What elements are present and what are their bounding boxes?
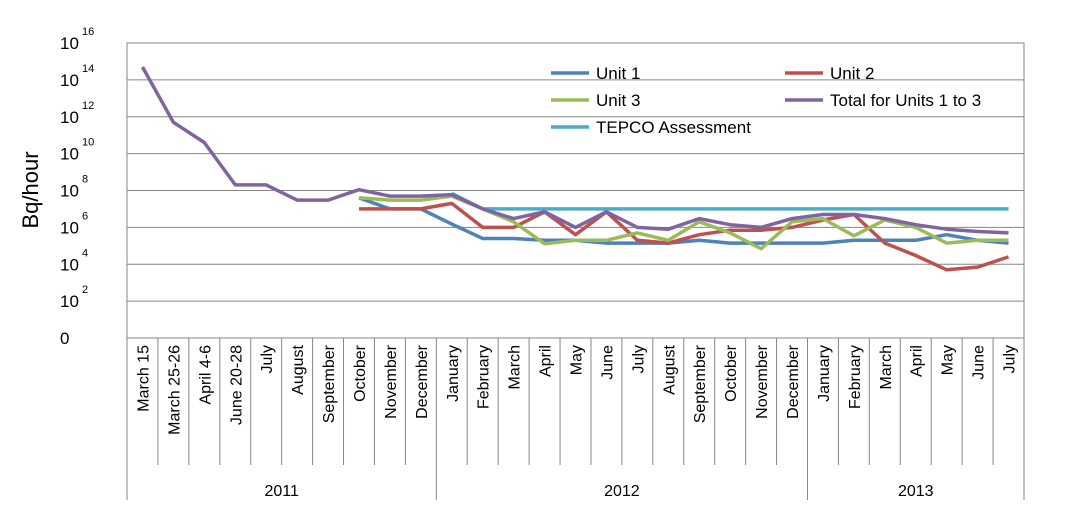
x-category-label: March 15 [135,345,152,412]
x-category-label: February [476,345,493,409]
y-tick-label: 0 [60,329,69,348]
x-category-label: July [630,345,647,373]
x-category-label: November [383,344,400,418]
x-category-label: August [661,344,678,394]
x-category-label: April [909,345,926,377]
legend-label: Unit 1 [596,64,640,83]
y-tick-base: 10 [60,292,79,311]
series-line-total-for-units-1-to-3 [140,66,1009,235]
year-label: 2013 [898,483,934,500]
y-tick-exponent: 16 [82,26,94,38]
series-lines [140,66,1010,272]
x-category-label: January [816,345,833,402]
y-tick-exponent: 4 [82,247,88,259]
series-line-tepco-assessment [451,191,1009,211]
legend-entry: Total for Units 1 to 3 [785,91,981,110]
x-category-label: June [599,345,616,380]
x-category-label: February [847,345,864,409]
y-tick-label: 106 [60,210,88,237]
series-line-unit-2 [359,201,1010,272]
y-tick-base: 10 [60,182,79,201]
y-tick-base: 0 [60,329,69,348]
x-category-label: December [414,344,431,418]
y-tick-exponent: 10 [82,137,94,149]
x-category-label: October [352,344,369,402]
y-tick-exponent: 12 [82,100,94,112]
y-tick-exponent: 6 [82,210,88,222]
x-category-label: June 20-28 [228,345,245,425]
x-category-label: November [754,344,771,418]
gridlines [127,79,1024,302]
legend-entry: Unit 2 [785,64,874,83]
y-tick-base: 10 [60,255,79,274]
legend-entry: Unit 1 [551,64,640,83]
y-tick-label: 104 [60,247,88,274]
x-category-label: March 25-26 [166,345,183,435]
y-tick-exponent: 14 [82,63,94,75]
y-tick-base: 10 [60,71,79,90]
y-tick-label: 102 [60,284,88,311]
x-category-label: December [785,344,802,418]
x-category-label: July [1002,345,1019,373]
x-category-label: September [692,344,709,423]
y-tick-exponent: 2 [82,284,88,296]
legend-label: Unit 2 [830,64,874,83]
legend: Unit 1 Unit 2 Unit 3 Total for Units 1 to 3… [551,64,981,137]
x-axis-categories: March 15 March 25-26 April 4-6 June 20-28 Ju… [126,338,1025,500]
y-axis-title: Bq/hour [18,151,43,228]
x-category-label: June [971,345,988,380]
legend-entry: Unit 3 [551,91,640,110]
y-tick-base: 10 [60,108,79,127]
year-label: 2012 [604,483,640,500]
x-category-label: May [569,345,586,375]
x-category-label: April 4-6 [197,345,214,405]
year-label: 2011 [264,483,299,500]
y-tick-base: 10 [60,218,79,237]
legend-label: TEPCO Assessment [596,118,751,137]
x-category-label: March [507,345,524,389]
x-category-label: March [878,345,895,389]
y-tick-base: 10 [60,145,79,164]
x-category-label: October [723,344,740,402]
x-category-label: January [445,345,462,402]
x-category-label: April [538,345,555,377]
x-category-label: September [321,344,338,423]
y-tick-base: 10 [60,34,79,53]
legend-entry: TEPCO Assessment [551,118,751,137]
y-tick-label: 108 [60,174,88,201]
x-category-label: July [259,345,276,373]
y-tick-exponent: 8 [82,174,88,186]
x-category-label: August [290,344,307,394]
series-line-unit-1 [358,196,1009,245]
legend-label: Unit 3 [596,91,640,110]
x-category-label: May [940,345,957,375]
legend-label: Total for Units 1 to 3 [830,91,981,110]
